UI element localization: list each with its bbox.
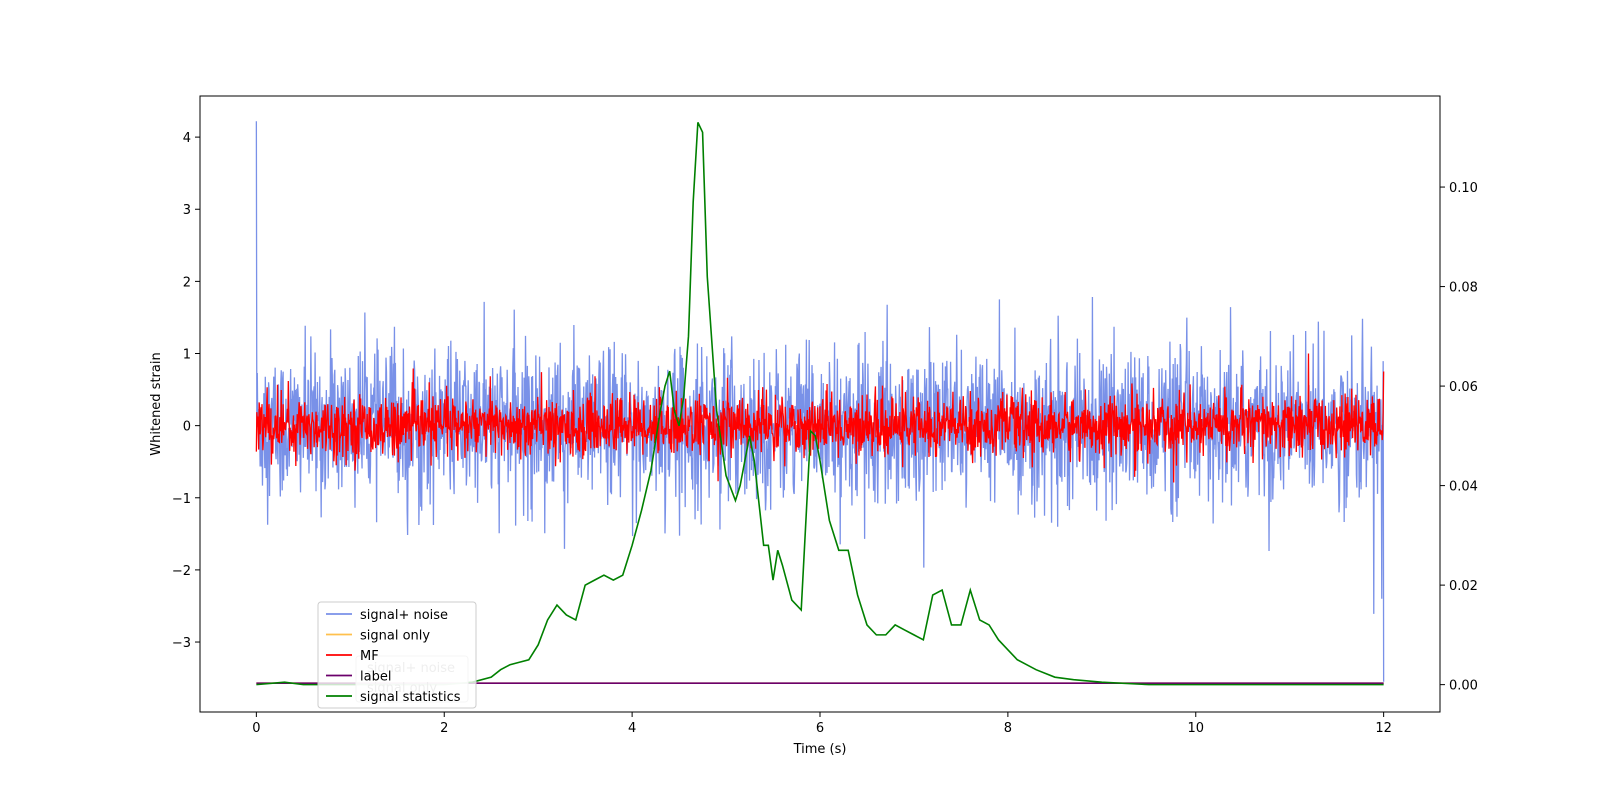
y2-tick-label: 0.08 <box>1449 281 1478 296</box>
y-tick-label: 3 <box>183 203 191 218</box>
legend-label: signal only <box>360 629 430 644</box>
y-tick-label: 1 <box>183 348 191 363</box>
y-tick-label: −2 <box>172 564 191 579</box>
y-axis-label: Whitened strain <box>149 352 164 455</box>
y2-tick-label: 0.06 <box>1449 380 1478 395</box>
y-axis-right: 0.00 0.02 0.04 0.06 0.08 0.10 <box>1440 181 1478 694</box>
x-axis-label: Time (s) <box>793 742 847 757</box>
x-tick-label: 2 <box>440 721 448 736</box>
y-tick-label: −3 <box>172 636 191 651</box>
legend-label: signal statistics <box>360 690 461 705</box>
y-tick-label: 0 <box>183 420 191 435</box>
x-tick-label: 10 <box>1187 721 1204 736</box>
x-tick-label: 6 <box>816 721 824 736</box>
x-tick-label: 8 <box>1004 721 1012 736</box>
y-axis-left: −3 −2 −1 0 1 2 3 4 <box>172 131 200 651</box>
y2-tick-label: 0.04 <box>1449 480 1478 495</box>
series-mf <box>255 353 1385 483</box>
y2-tick-label: 0.00 <box>1449 679 1478 694</box>
x-tick-label: 12 <box>1375 721 1392 736</box>
y-tick-label: 2 <box>183 275 191 290</box>
y2-tick-label: 0.10 <box>1449 181 1478 196</box>
y-tick-label: −1 <box>172 492 191 507</box>
legend-label: MF <box>360 649 379 664</box>
legend-label: signal+ noise <box>360 608 448 623</box>
legend-label: label <box>360 670 391 685</box>
x-tick-label: 0 <box>252 721 260 736</box>
y2-tick-label: 0.02 <box>1449 579 1478 594</box>
legend-box <box>317 601 477 709</box>
y-tick-label: 4 <box>183 131 191 146</box>
series-signal-statistics <box>256 122 1384 686</box>
x-tick-label: 4 <box>628 721 636 736</box>
x-axis: 0 2 4 6 8 10 12 <box>252 712 1392 736</box>
